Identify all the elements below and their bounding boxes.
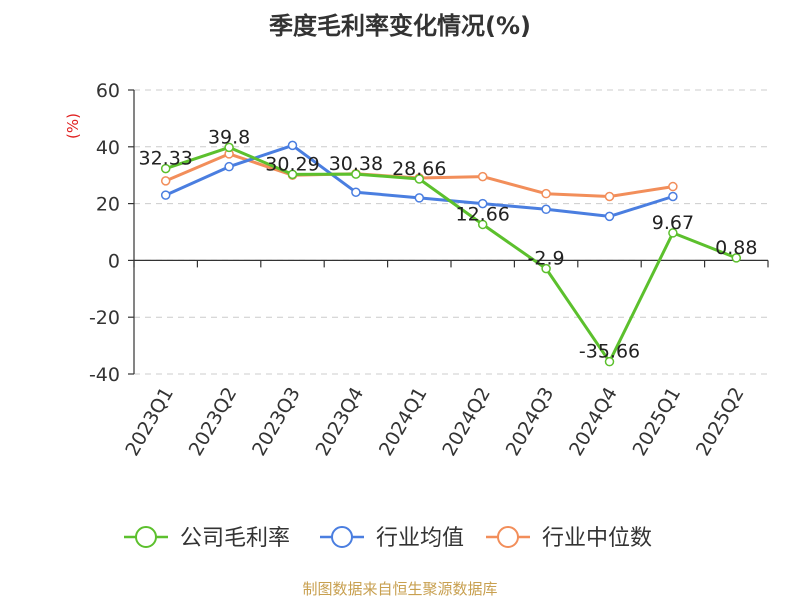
legend-label: 行业中位数 bbox=[542, 526, 652, 551]
data-point bbox=[160, 190, 171, 200]
x-tick-label: 2024Q3 bbox=[502, 384, 559, 460]
data-label: 30.29 bbox=[265, 153, 319, 175]
data-point bbox=[604, 191, 615, 202]
legend-label: 公司毛利率 bbox=[180, 526, 290, 551]
data-point bbox=[604, 356, 615, 367]
y-tick-label: 60 bbox=[96, 80, 120, 102]
data-label: 39.8 bbox=[208, 126, 250, 148]
data-point bbox=[351, 187, 361, 197]
data-point bbox=[414, 174, 425, 184]
data-point bbox=[604, 211, 615, 222]
y-tick-label: 20 bbox=[96, 194, 120, 216]
x-tick-label: 2023Q4 bbox=[311, 384, 368, 460]
data-point bbox=[351, 169, 361, 179]
data-point bbox=[668, 191, 678, 202]
data-point bbox=[668, 181, 678, 192]
x-tick-label: 2023Q1 bbox=[121, 384, 178, 460]
data-point bbox=[160, 176, 171, 186]
x-tick-label: 2025Q2 bbox=[692, 384, 749, 460]
y-tick-label: 0 bbox=[108, 250, 120, 272]
data-point bbox=[477, 171, 488, 182]
legend-marker bbox=[497, 526, 519, 548]
legend-label: 行业均值 bbox=[376, 526, 464, 551]
data-point bbox=[224, 142, 234, 153]
data-point bbox=[477, 198, 488, 209]
data-point bbox=[541, 263, 551, 274]
data-point bbox=[224, 161, 234, 172]
data-point bbox=[541, 188, 551, 199]
data-point bbox=[414, 193, 425, 203]
data-label: 9.67 bbox=[652, 212, 694, 234]
y-tick-label: -40 bbox=[89, 364, 120, 386]
data-point bbox=[287, 140, 298, 151]
data-label: 28.66 bbox=[392, 158, 446, 180]
x-tick-label: 2024Q1 bbox=[375, 384, 432, 460]
data-label: -35.66 bbox=[579, 341, 640, 363]
y-tick-label: 40 bbox=[96, 137, 120, 159]
legend-marker bbox=[135, 526, 157, 548]
data-point bbox=[160, 163, 171, 174]
data-label: 0.88 bbox=[715, 237, 757, 259]
data-point bbox=[668, 228, 678, 238]
x-tick-label: 2024Q4 bbox=[565, 384, 622, 460]
chart-title: 季度毛利率变化情况(%) bbox=[269, 12, 531, 40]
y-tick-label: -20 bbox=[89, 307, 120, 329]
source-note: 制图数据来自恒生聚源数据库 bbox=[302, 580, 498, 598]
x-tick-label: 2023Q2 bbox=[185, 384, 242, 460]
data-point bbox=[541, 204, 551, 215]
data-point bbox=[287, 169, 298, 180]
y-axis-label: (%) bbox=[64, 113, 82, 139]
data-label: 12.66 bbox=[455, 203, 509, 225]
data-point bbox=[731, 253, 742, 263]
x-tick-label: 2024Q2 bbox=[438, 384, 495, 460]
series-line bbox=[165, 145, 737, 364]
data-label: 30.38 bbox=[329, 153, 383, 175]
data-label: 32.33 bbox=[138, 148, 192, 170]
data-label: -2.9 bbox=[528, 248, 565, 270]
x-tick-label: 2025Q1 bbox=[628, 384, 685, 460]
legend-marker bbox=[331, 526, 353, 548]
x-tick-label: 2023Q3 bbox=[248, 384, 305, 460]
data-point bbox=[477, 219, 488, 230]
